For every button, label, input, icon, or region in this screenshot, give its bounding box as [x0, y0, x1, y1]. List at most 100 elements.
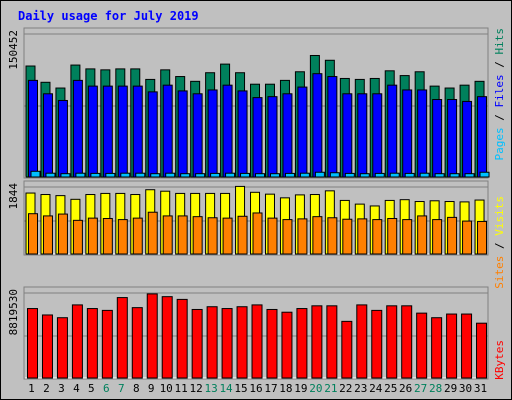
bar-kbytes-day-12 [191, 308, 203, 379]
legend-kbytes-kbytes: KBytes [493, 340, 506, 380]
bar-pages-day-27 [419, 172, 430, 178]
bar-pages-day-14 [225, 172, 236, 178]
bar-sites-day-5 [87, 217, 98, 255]
bar-sites-day-20 [312, 216, 323, 255]
day-label-17: 17 [264, 382, 277, 395]
chart-title: Daily usage for July 2019 [18, 9, 199, 23]
bar-pages-day-10 [165, 172, 176, 178]
legend-sites-visits-sites: Sites [493, 256, 506, 289]
bar-pages-day-26 [404, 172, 415, 178]
bar-files-day-8 [132, 85, 143, 178]
panel-0-max-label: 150452 [7, 30, 20, 70]
day-label-24: 24 [369, 382, 383, 395]
day-label-13: 13 [204, 382, 217, 395]
bar-kbytes-day-8 [131, 307, 143, 379]
bar-kbytes-day-11 [176, 298, 188, 379]
bar-sites-day-31 [477, 220, 488, 255]
day-label-1: 1 [28, 382, 35, 395]
bar-kbytes-day-26 [401, 305, 413, 379]
bar-kbytes-day-28 [431, 317, 443, 379]
bar-pages-day-25 [389, 172, 400, 178]
bar-files-day-30 [462, 100, 473, 178]
bar-sites-day-8 [132, 217, 143, 255]
bar-sites-day-25 [387, 217, 398, 255]
legend-kbytes: KBytes [493, 340, 506, 380]
day-label-25: 25 [384, 382, 397, 395]
bar-files-day-13 [207, 89, 218, 178]
bar-kbytes-day-9 [146, 293, 158, 379]
day-label-8: 8 [133, 382, 140, 395]
bar-pages-day-15 [240, 172, 251, 178]
legend-pages-files-hits-hits: Hits [493, 28, 506, 55]
bar-files-day-7 [117, 85, 128, 178]
day-label-7: 7 [118, 382, 125, 395]
day-label-21: 21 [324, 382, 337, 395]
bar-sites-day-4 [72, 219, 83, 255]
day-label-26: 26 [399, 382, 412, 395]
bar-kbytes-day-21 [326, 305, 338, 379]
bar-files-day-24 [372, 93, 383, 178]
bar-sites-day-14 [222, 217, 233, 255]
bar-pages-day-7 [120, 172, 131, 178]
bar-sites-day-24 [372, 219, 383, 255]
bar-sites-day-10 [162, 215, 173, 255]
bar-files-day-23 [357, 93, 368, 178]
day-label-28: 28 [429, 382, 442, 395]
day-label-19: 19 [294, 382, 307, 395]
bar-files-day-3 [57, 99, 68, 178]
bar-kbytes-day-18 [281, 311, 293, 379]
bar-sites-day-2 [42, 215, 53, 255]
bar-files-day-18 [282, 93, 293, 178]
bar-files-day-15 [237, 90, 248, 178]
day-label-29: 29 [444, 382, 457, 395]
bar-sites-day-30 [462, 220, 473, 255]
bar-kbytes-day-6 [101, 309, 113, 379]
bar-sites-day-1 [28, 213, 38, 255]
bar-kbytes-day-16 [251, 304, 263, 379]
bar-kbytes-day-13 [206, 306, 218, 379]
bar-kbytes-day-30 [461, 313, 473, 379]
bar-pages-day-12 [195, 173, 206, 178]
bar-kbytes-day-27 [416, 312, 428, 379]
bar-pages-day-6 [105, 172, 116, 178]
bar-pages-day-22 [344, 172, 355, 178]
bar-kbytes-day-19 [296, 308, 308, 379]
bar-pages-day-13 [210, 172, 221, 178]
bar-sites-day-12 [192, 216, 203, 255]
day-label-30: 30 [459, 382, 472, 395]
bar-sites-day-22 [342, 218, 353, 255]
bar-kbytes-day-4 [71, 304, 83, 379]
bar-files-day-9 [147, 91, 158, 178]
day-label-9: 9 [148, 382, 155, 395]
bar-files-day-26 [402, 89, 413, 178]
bar-sites-day-17 [267, 217, 278, 255]
legend-pages-files-hits-files: Files [493, 74, 506, 107]
day-label-15: 15 [234, 382, 247, 395]
day-label-22: 22 [339, 382, 352, 395]
bar-pages-day-5 [90, 172, 101, 178]
bar-pages-day-3 [60, 173, 71, 178]
bar-files-day-29 [447, 99, 458, 178]
bar-pages-day-2 [45, 172, 56, 178]
bar-files-day-11 [177, 90, 188, 178]
legend-pages-files-hits-pages: Pages [493, 127, 506, 160]
day-label-4: 4 [73, 382, 80, 395]
bar-files-day-27 [417, 89, 428, 178]
bar-kbytes-day-15 [236, 306, 248, 379]
bar-kbytes-day-31 [476, 322, 488, 379]
bar-pages-day-28 [434, 173, 445, 178]
bar-pages-day-4 [75, 172, 86, 178]
bar-sites-day-7 [117, 219, 128, 255]
bar-files-day-5 [87, 85, 98, 178]
bar-sites-day-18 [282, 219, 293, 255]
bar-pages-day-8 [135, 172, 146, 178]
bar-sites-day-23 [357, 218, 368, 255]
bar-pages-day-23 [359, 173, 370, 178]
day-label-20: 20 [309, 382, 322, 395]
bar-pages-day-11 [180, 173, 191, 178]
day-label-27: 27 [414, 382, 427, 395]
bar-pages-day-1 [30, 170, 41, 178]
bar-files-day-22 [342, 93, 353, 178]
bar-files-day-20 [312, 73, 323, 178]
